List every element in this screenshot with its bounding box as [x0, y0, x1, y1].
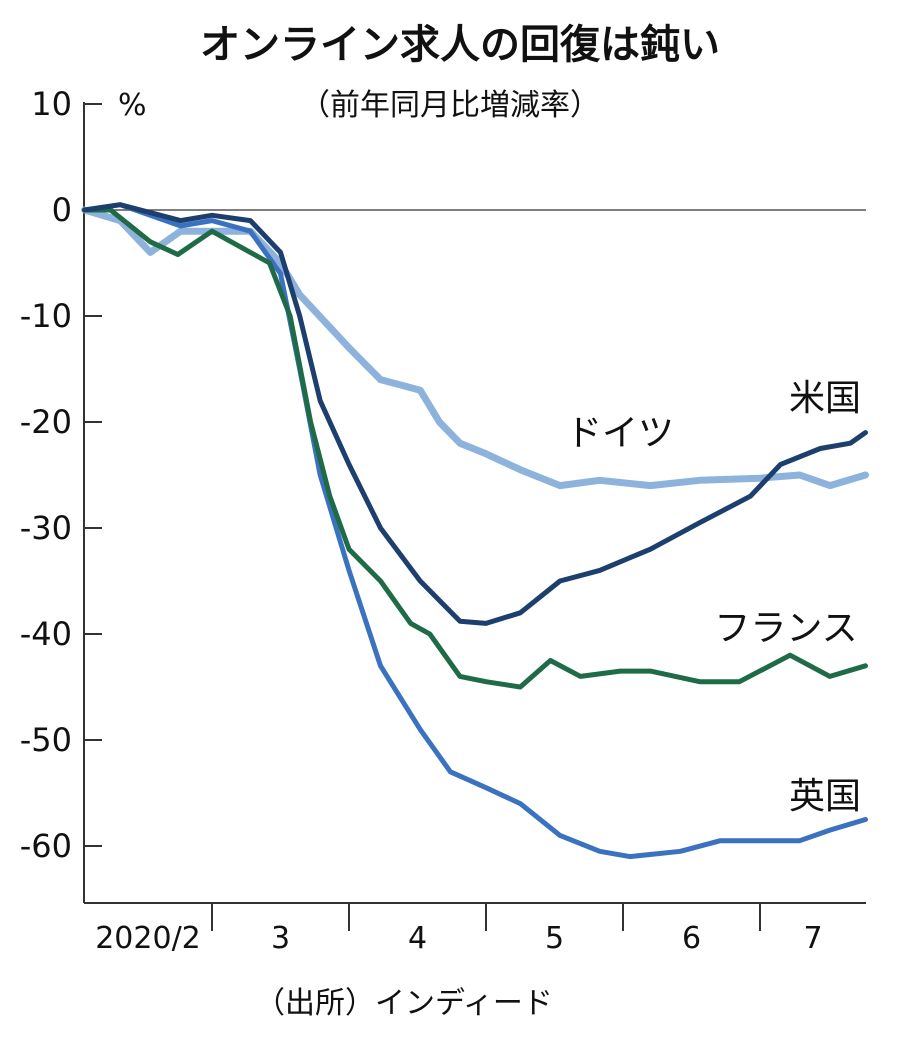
y-tick-label: -30 — [20, 509, 72, 547]
x-tick-label: 2020/2 — [95, 921, 201, 956]
chart-subtitle: （前年同月比増減率） — [300, 88, 600, 123]
series-line-0 — [81, 206, 869, 490]
y-tick-label: -40 — [20, 615, 72, 653]
x-tick-label: 7 — [803, 921, 822, 956]
x-tick-label: 3 — [271, 921, 290, 956]
series-lines — [81, 202, 869, 860]
series-line-1 — [82, 202, 868, 860]
x-tick-label: 5 — [545, 921, 564, 956]
y-tick-label: 10 — [31, 85, 72, 123]
chart-title: オンライン求人の回復は鈍い — [200, 22, 720, 68]
y-tick-label: -10 — [20, 297, 72, 335]
x-tick-label: 6 — [682, 921, 701, 956]
series-line-3 — [82, 202, 868, 626]
x-tick-label: 4 — [408, 921, 427, 956]
axes: 10 0 -10 -20 -30 -40 -50 -60 2020/2 3 4 5 6 7 — [20, 85, 866, 956]
y-tick-label: -60 — [20, 827, 72, 865]
series-line-2 — [82, 207, 868, 690]
y-tick-label: -50 — [20, 721, 72, 759]
y-tick-label: 0 — [52, 191, 72, 229]
series-label-3: 米国 — [789, 378, 861, 419]
y-unit-label: % — [118, 88, 147, 123]
series-label-2: フランス — [714, 608, 857, 649]
y-tick-label: -20 — [20, 403, 72, 441]
source-note: （出所）インディード — [255, 986, 553, 1021]
series-label-1: 英国 — [789, 776, 861, 817]
series-label-0: ドイツ — [566, 413, 674, 454]
